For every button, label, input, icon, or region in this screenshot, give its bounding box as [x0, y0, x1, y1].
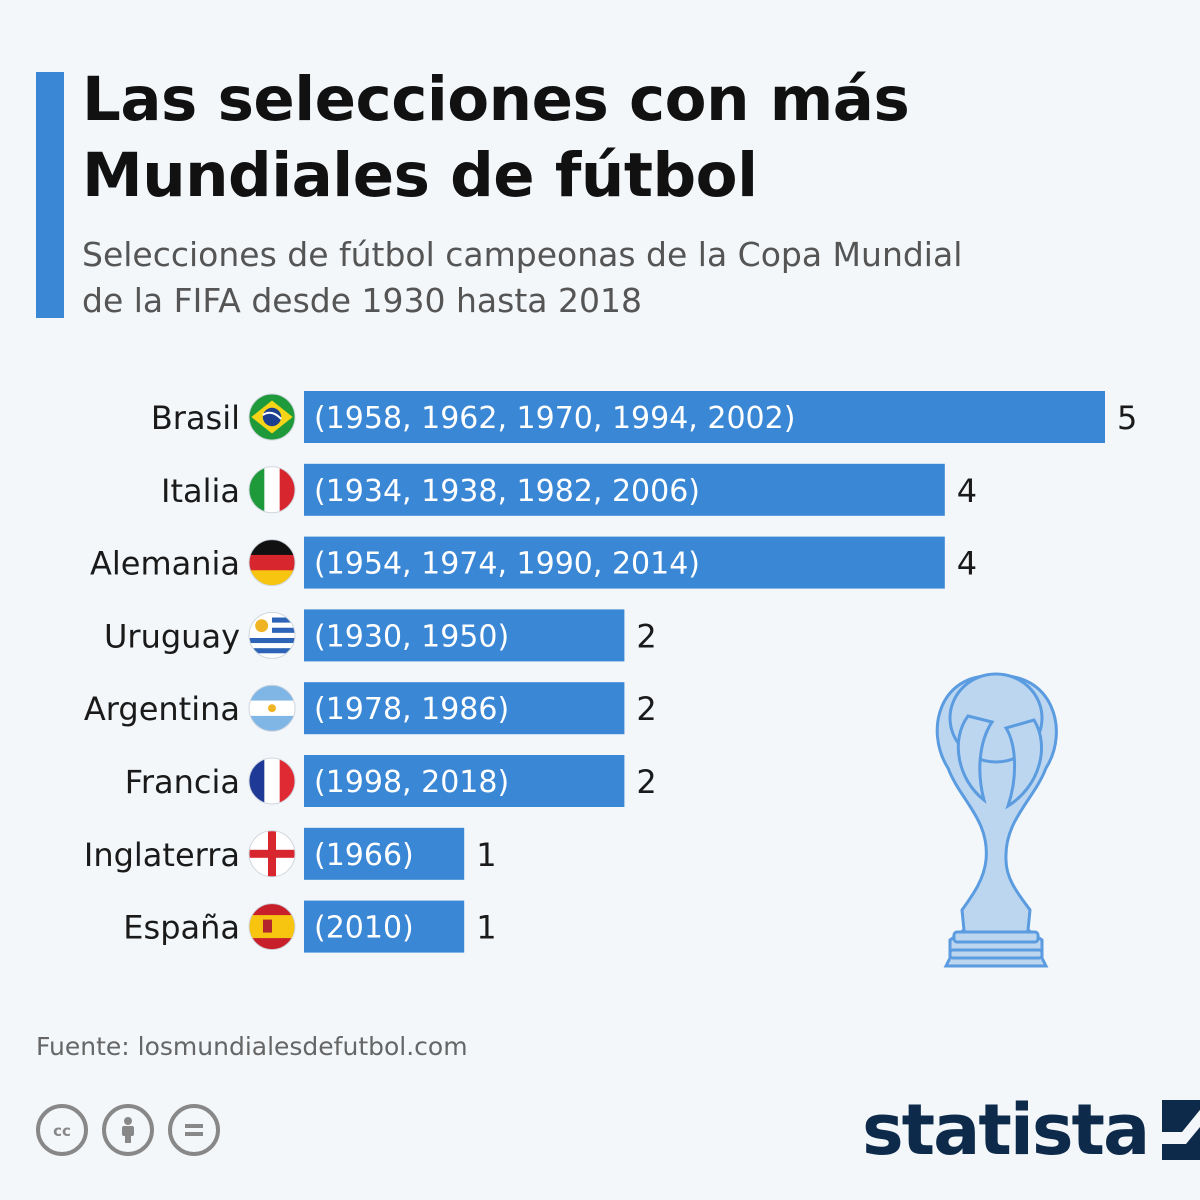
spain-flag: [248, 903, 296, 951]
argentina-flag: [248, 684, 296, 732]
bar-row: España (2010) 1: [123, 900, 497, 953]
bar: [304, 755, 625, 807]
world-cup-trophy-icon: [935, 672, 1058, 968]
value-label: 2: [636, 763, 656, 801]
category-label: Argentina: [84, 690, 240, 728]
subtitle-line-1: Selecciones de fútbol campeonas de la Co…: [82, 235, 963, 274]
bar: [304, 391, 1105, 443]
bar-label: (1934, 1938, 1982, 2006): [314, 474, 700, 509]
accent-bar: [36, 72, 64, 318]
bar: [304, 827, 465, 880]
bar-label: (1966): [314, 838, 414, 873]
uruguay-flag: [248, 611, 296, 659]
attribution-icon[interactable]: [102, 1104, 154, 1156]
bar-row: Uruguay (1930, 1950) 2: [104, 609, 657, 662]
france-flag: [248, 757, 296, 805]
bar-row: Italia (1934, 1938, 1982, 2006) 4: [161, 463, 977, 516]
bar-row: Alemania (1954, 1974, 1990, 2014) 4: [90, 536, 977, 589]
bar: [304, 900, 465, 953]
category-label: Italia: [161, 472, 240, 510]
bar-chart: Brasil (1958, 1962, 1970, 1994, 2002) 5 Ita…: [84, 391, 1137, 968]
category-label: Inglaterra: [84, 836, 240, 874]
category-label: Uruguay: [104, 617, 240, 655]
germany-flag: [248, 539, 296, 587]
brazil-flag: [248, 393, 296, 441]
title-line-2: Mundiales de fútbol: [82, 140, 758, 211]
bar: [304, 463, 945, 516]
value-label: 5: [1117, 399, 1137, 437]
value-label: 1: [476, 836, 496, 874]
category-label: Francia: [125, 763, 240, 801]
bar-label: (1954, 1974, 1990, 2014): [314, 547, 700, 582]
bar: [304, 682, 625, 735]
value-label: 1: [476, 909, 496, 947]
england-flag: [248, 830, 296, 878]
value-label: 2: [636, 617, 656, 655]
bar-label: (1958, 1962, 1970, 1994, 2002): [314, 401, 795, 436]
title-line-1: Las selecciones con más: [82, 64, 910, 135]
category-label: España: [123, 909, 240, 947]
bar-label: (2010): [314, 911, 414, 946]
svg-text:cc: cc: [53, 1122, 71, 1140]
statista-mark-icon: [1162, 1100, 1200, 1160]
bar: [304, 609, 625, 662]
cc-icon[interactable]: cc: [36, 1104, 88, 1156]
bar-row: Brasil (1958, 1962, 1970, 1994, 2002) 5: [151, 391, 1137, 443]
bar-label: (1978, 1986): [314, 692, 509, 727]
bar: [304, 536, 945, 589]
bar-label: (1930, 1950): [314, 619, 509, 654]
italy-flag: [248, 466, 296, 514]
bar-row: Francia (1998, 2018) 2: [125, 755, 657, 807]
source-note: Fuente: losmundialesdefutbol.com: [36, 1032, 468, 1061]
page-title: Las selecciones con más Mundiales de fút…: [82, 62, 1162, 214]
bar-row: Inglaterra (1966) 1: [84, 827, 497, 880]
bar-label: (1998, 2018): [314, 765, 509, 800]
bar-row: Argentina (1978, 1986) 2: [84, 682, 657, 735]
statista-logo[interactable]: statista: [862, 1090, 1200, 1170]
brand-name: statista: [862, 1089, 1150, 1171]
value-label: 4: [957, 545, 977, 583]
no-derivatives-icon[interactable]: [168, 1104, 220, 1156]
value-label: 4: [957, 472, 977, 510]
subtitle: Selecciones de fútbol campeonas de la Co…: [82, 232, 1142, 324]
license-icons: cc: [36, 1104, 220, 1156]
value-label: 2: [636, 690, 656, 728]
category-label: Alemania: [90, 545, 240, 583]
subtitle-line-2: de la FIFA desde 1930 hasta 2018: [82, 281, 642, 320]
category-label: Brasil: [151, 399, 240, 437]
